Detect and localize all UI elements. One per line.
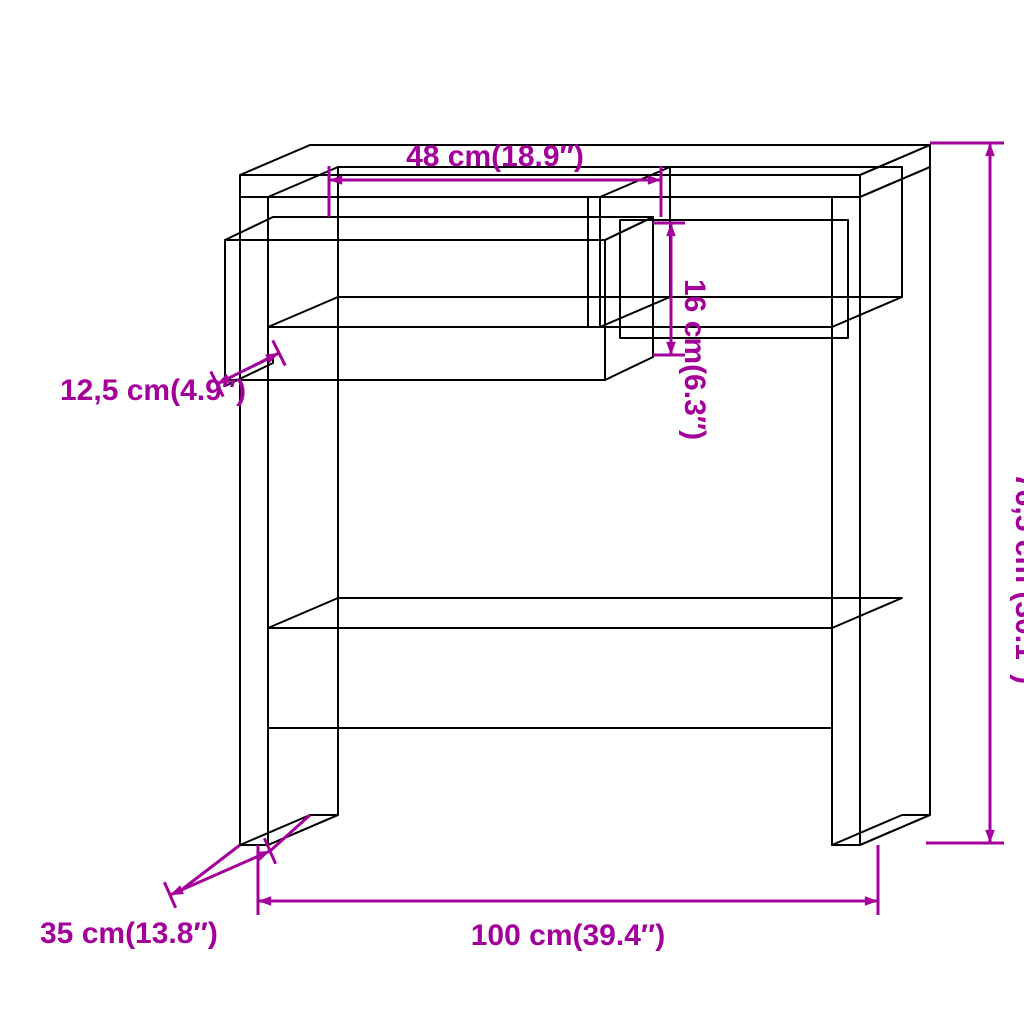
svg-text:76,5 cm (30.1″): 76,5 cm (30.1″) xyxy=(1009,473,1024,684)
svg-text:12,5 cm(4.9″): 12,5 cm(4.9″) xyxy=(60,374,246,407)
svg-text:48 cm(18.9″): 48 cm(18.9″) xyxy=(406,140,584,173)
svg-text:100 cm(39.4″): 100 cm(39.4″) xyxy=(471,919,666,952)
svg-text:16 cm(6.3″): 16 cm(6.3″) xyxy=(678,279,711,440)
svg-text:35 cm(13.8″): 35 cm(13.8″) xyxy=(40,917,218,950)
